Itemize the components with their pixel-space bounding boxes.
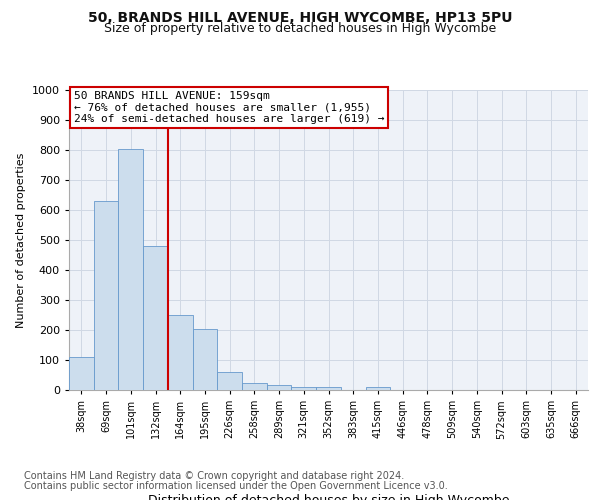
Text: Size of property relative to detached houses in High Wycombe: Size of property relative to detached ho… bbox=[104, 22, 496, 35]
Bar bbox=[217, 372, 242, 390]
Bar bbox=[242, 382, 267, 390]
Bar bbox=[267, 384, 292, 390]
X-axis label: Distribution of detached houses by size in High Wycombe: Distribution of detached houses by size … bbox=[148, 494, 509, 500]
Bar bbox=[118, 148, 143, 390]
Bar bbox=[94, 201, 118, 390]
Bar bbox=[193, 328, 217, 390]
Bar bbox=[168, 315, 193, 390]
Bar bbox=[69, 357, 94, 390]
Text: 50, BRANDS HILL AVENUE, HIGH WYCOMBE, HP13 5PU: 50, BRANDS HILL AVENUE, HIGH WYCOMBE, HP… bbox=[88, 11, 512, 25]
Text: Contains public sector information licensed under the Open Government Licence v3: Contains public sector information licen… bbox=[24, 481, 448, 491]
Y-axis label: Number of detached properties: Number of detached properties bbox=[16, 152, 26, 328]
Bar bbox=[292, 387, 316, 390]
Text: Contains HM Land Registry data © Crown copyright and database right 2024.: Contains HM Land Registry data © Crown c… bbox=[24, 471, 404, 481]
Text: 50 BRANDS HILL AVENUE: 159sqm
← 76% of detached houses are smaller (1,955)
24% o: 50 BRANDS HILL AVENUE: 159sqm ← 76% of d… bbox=[74, 91, 385, 124]
Bar bbox=[143, 246, 168, 390]
Bar bbox=[365, 387, 390, 390]
Bar bbox=[316, 387, 341, 390]
